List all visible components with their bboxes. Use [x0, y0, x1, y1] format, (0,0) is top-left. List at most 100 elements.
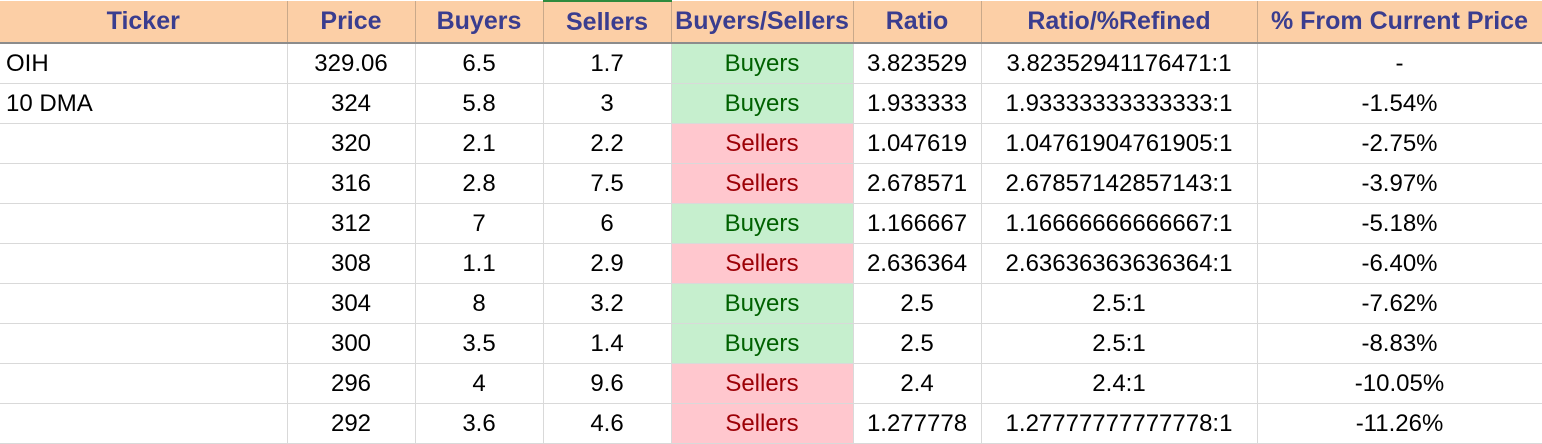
cell-ratio-refined[interactable]: 2.5:1 — [981, 283, 1258, 324]
cell-pct-from-current[interactable]: -11.26% — [1257, 403, 1542, 444]
cell-ratio-refined[interactable]: 3.82352941176471:1 — [981, 43, 1258, 84]
cell-sellers[interactable]: 9.6 — [543, 363, 672, 404]
cell-pct-from-current[interactable]: -10.05% — [1257, 363, 1542, 404]
cell-buyers-sellers[interactable]: Sellers — [671, 363, 854, 404]
cell-ratio[interactable]: 2.636364 — [853, 243, 982, 284]
cell-price[interactable]: 292 — [287, 403, 416, 444]
cell-sellers[interactable]: 4.6 — [543, 403, 672, 444]
cell-ratio-refined[interactable]: 2.63636363636364:1 — [981, 243, 1258, 284]
header-ticker[interactable]: Ticker — [0, 1, 288, 44]
cell-sellers[interactable]: 1.7 — [543, 43, 672, 84]
cell-buyers-sellers[interactable]: Sellers — [671, 403, 854, 444]
cell-ratio[interactable]: 2.678571 — [853, 163, 982, 204]
cell-price[interactable]: 296 — [287, 363, 416, 404]
cell-price[interactable]: 320 — [287, 123, 416, 164]
cell-buyers[interactable]: 3.5 — [415, 323, 544, 364]
table-row: 316 2.8 7.5 Sellers 2.678571 2.67857142857143… — [0, 163, 1542, 204]
table-row: 312 7 6 Buyers 1.166667 1.16666666666667:1 -5.… — [0, 203, 1542, 244]
table-row: 300 3.5 1.4 Buyers 2.5 2.5:1 -8.83% — [0, 323, 1542, 364]
cell-ratio-refined[interactable]: 2.5:1 — [981, 323, 1258, 364]
cell-price[interactable]: 324 — [287, 83, 416, 124]
cell-ratio-refined[interactable]: 2.4:1 — [981, 363, 1258, 404]
cell-ratio-refined[interactable]: 1.04761904761905:1 — [981, 123, 1258, 164]
cell-buyers[interactable]: 7 — [415, 203, 544, 244]
cell-pct-from-current[interactable]: -8.83% — [1257, 323, 1542, 364]
cell-buyers[interactable]: 3.6 — [415, 403, 544, 444]
cell-sellers[interactable]: 3.2 — [543, 283, 672, 324]
cell-buyers-sellers[interactable]: Buyers — [671, 83, 854, 124]
table-row: 304 8 3.2 Buyers 2.5 2.5:1 -7.62% — [0, 283, 1542, 324]
header-buyers[interactable]: Buyers — [415, 1, 544, 44]
cell-ratio[interactable]: 2.5 — [853, 323, 982, 364]
cell-pct-from-current[interactable]: - — [1257, 43, 1542, 84]
cell-ticker[interactable] — [0, 123, 288, 164]
cell-ticker[interactable] — [0, 363, 288, 404]
cell-buyers-sellers[interactable]: Buyers — [671, 43, 854, 84]
cell-ticker[interactable] — [0, 323, 288, 364]
cell-ratio[interactable]: 1.277778 — [853, 403, 982, 444]
cell-sellers[interactable]: 1.4 — [543, 323, 672, 364]
cell-ticker[interactable] — [0, 203, 288, 244]
header-buyers-sellers[interactable]: Buyers/Sellers — [671, 1, 854, 44]
cell-pct-from-current[interactable]: -3.97% — [1257, 163, 1542, 204]
cell-ratio-refined[interactable]: 1.16666666666667:1 — [981, 203, 1258, 244]
header-ratio[interactable]: Ratio — [853, 1, 982, 44]
cell-buyers[interactable]: 2.1 — [415, 123, 544, 164]
cell-ticker[interactable]: 10 DMA — [0, 83, 288, 124]
cell-ticker[interactable] — [0, 403, 288, 444]
table-row: 10 DMA 324 5.8 3 Buyers 1.933333 1.93333333333… — [0, 83, 1542, 124]
cell-buyers-sellers[interactable]: Buyers — [671, 203, 854, 244]
table-row: 308 1.1 2.9 Sellers 2.636364 2.63636363636364… — [0, 243, 1542, 284]
cell-ticker[interactable]: OIH — [0, 43, 288, 84]
header-price[interactable]: Price — [287, 1, 416, 44]
header-pct-from-current[interactable]: % From Current Price — [1257, 1, 1542, 44]
cell-ratio[interactable]: 1.047619 — [853, 123, 982, 164]
cell-ticker[interactable] — [0, 243, 288, 284]
cell-buyers[interactable]: 5.8 — [415, 83, 544, 124]
header-ratio-refined[interactable]: Ratio/%Refined — [981, 1, 1258, 44]
cell-ratio[interactable]: 2.5 — [853, 283, 982, 324]
cell-ticker[interactable] — [0, 163, 288, 204]
cell-sellers[interactable]: 2.2 — [543, 123, 672, 164]
cell-sellers[interactable]: 3 — [543, 83, 672, 124]
cell-pct-from-current[interactable]: -6.40% — [1257, 243, 1542, 284]
cell-buyers[interactable]: 6.5 — [415, 43, 544, 84]
cell-sellers[interactable]: 7.5 — [543, 163, 672, 204]
cell-pct-from-current[interactable]: -1.54% — [1257, 83, 1542, 124]
cell-ratio-refined[interactable]: 1.93333333333333:1 — [981, 83, 1258, 124]
cell-ratio[interactable]: 1.933333 — [853, 83, 982, 124]
cell-buyers-sellers[interactable]: Sellers — [671, 163, 854, 204]
cell-ratio-refined[interactable]: 2.67857142857143:1 — [981, 163, 1258, 204]
cell-pct-from-current[interactable]: -7.62% — [1257, 283, 1542, 324]
cell-buyers[interactable]: 8 — [415, 283, 544, 324]
header-sellers[interactable]: Sellers — [543, 0, 672, 44]
cell-price[interactable]: 308 — [287, 243, 416, 284]
cell-price[interactable]: 329.06 — [287, 43, 416, 84]
table-row: 320 2.1 2.2 Sellers 1.047619 1.04761904761905… — [0, 123, 1542, 164]
cell-price[interactable]: 312 — [287, 203, 416, 244]
table-row: 292 3.6 4.6 Sellers 1.277778 1.27777777777778… — [0, 403, 1542, 444]
cell-ratio[interactable]: 3.823529 — [853, 43, 982, 84]
cell-buyers[interactable]: 2.8 — [415, 163, 544, 204]
header-row: Ticker Price Buyers Sellers Buyers/Selle… — [0, 0, 1542, 44]
table-body: OIH 329.06 6.5 1.7 Buyers 3.823529 3.823529411… — [0, 43, 1542, 444]
cell-price[interactable]: 316 — [287, 163, 416, 204]
cell-buyers-sellers[interactable]: Sellers — [671, 123, 854, 164]
cell-buyers-sellers[interactable]: Buyers — [671, 283, 854, 324]
cell-ratio[interactable]: 2.4 — [853, 363, 982, 404]
cell-ratio[interactable]: 1.166667 — [853, 203, 982, 244]
cell-sellers[interactable]: 2.9 — [543, 243, 672, 284]
cell-sellers[interactable]: 6 — [543, 203, 672, 244]
cell-ticker[interactable] — [0, 283, 288, 324]
cell-price[interactable]: 300 — [287, 323, 416, 364]
cell-pct-from-current[interactable]: -5.18% — [1257, 203, 1542, 244]
cell-price[interactable]: 304 — [287, 283, 416, 324]
cell-buyers[interactable]: 4 — [415, 363, 544, 404]
cell-buyers-sellers[interactable]: Buyers — [671, 323, 854, 364]
cell-ratio-refined[interactable]: 1.27777777777778:1 — [981, 403, 1258, 444]
cell-pct-from-current[interactable]: -2.75% — [1257, 123, 1542, 164]
table-row: OIH 329.06 6.5 1.7 Buyers 3.823529 3.823529411… — [0, 43, 1542, 84]
cell-buyers-sellers[interactable]: Sellers — [671, 243, 854, 284]
cell-buyers[interactable]: 1.1 — [415, 243, 544, 284]
